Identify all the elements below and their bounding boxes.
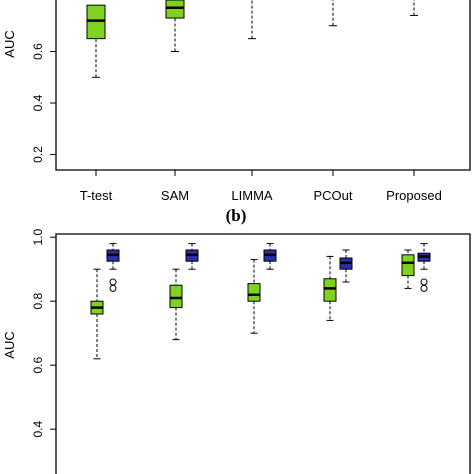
panel-a-ytick-label: 0.6: [31, 43, 45, 60]
panel-a: AUC 0.2 0.4 0.6 T-test SAM LIMMA PCOut Proposed: [2, 0, 471, 203]
panel-b-box: [169, 284, 183, 309]
panel-b-ytick-label: 0.8: [31, 293, 45, 310]
panel-a-ytick-label: 0.4: [31, 94, 45, 111]
panel-b-ytick-label: 1.0: [31, 229, 45, 246]
panel-b-box: [323, 278, 337, 302]
panel-a-xtick-label: LIMMA: [231, 188, 273, 203]
panel-a-xtick-label: Proposed: [386, 188, 442, 203]
panel-b: AUC 0.4 0.6 0.8 1.0: [2, 229, 471, 474]
panel-b-box: [401, 254, 415, 277]
panel-a-ytick-label: 0.2: [31, 146, 45, 163]
panel-b-ytick-label: 0.4: [31, 421, 45, 438]
panel-a-xtick-label: PCOut: [313, 188, 352, 203]
panel-b-outlier: [109, 278, 117, 286]
panel-a-box: [165, 0, 185, 19]
panel-b-ylabel: AUC: [2, 331, 17, 358]
panel-b-ytick-label: 0.6: [31, 357, 45, 374]
panel-b-outlier: [420, 284, 428, 292]
panel-b-frame: [55, 233, 471, 474]
panel-b-box: [247, 283, 261, 302]
panel-a-xtick-label: T-test: [80, 188, 113, 203]
panel-a-box: [86, 4, 106, 40]
panel-b-outlier: [109, 284, 117, 292]
panel-b-outlier: [420, 278, 428, 286]
panel-b-label: (b): [226, 206, 247, 225]
panel-a-frame: [55, 0, 471, 171]
panel-a-xtick-label: SAM: [161, 188, 189, 203]
panel-a-ylabel: AUC: [2, 30, 17, 57]
